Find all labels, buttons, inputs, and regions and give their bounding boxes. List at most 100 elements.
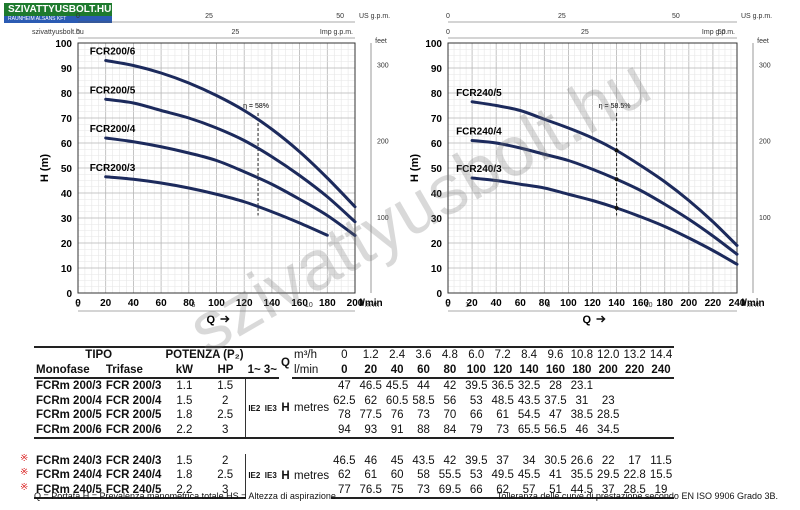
head-value: 79 — [469, 423, 483, 436]
head-value: 75 — [383, 482, 411, 499]
x-tick-label: 140 — [608, 298, 625, 309]
header-hp: HP — [205, 362, 246, 379]
top-tick-label: 0 — [446, 13, 450, 20]
metres-label: metres — [293, 402, 330, 414]
y-tick-label: 20 — [431, 239, 443, 250]
head-value: 94 — [337, 423, 351, 436]
series-mark-icon: ※ — [20, 453, 29, 464]
head-value: 42 — [443, 454, 457, 467]
head-value: 56.5 — [544, 423, 567, 436]
right-axis-unit: feet — [375, 38, 387, 45]
m3h-value: 8.4 — [515, 346, 543, 363]
x-tick-label: 220 — [705, 298, 722, 309]
head-value: 36.5 — [491, 380, 514, 393]
head-value: 30.5 — [544, 454, 567, 467]
power-hp: 2 — [221, 394, 229, 407]
head-value: 93 — [364, 423, 378, 436]
x-tick-label: 180 — [656, 298, 673, 309]
head-value — [648, 394, 674, 409]
head-value: 37 — [496, 454, 510, 467]
table-row: FCRm 200/4 FCR 200/4 1.5 2 62.5 62 60.5 58.5 56 5… — [34, 394, 674, 409]
header-lmin: l/min — [291, 362, 332, 379]
site-url: szivattyusbolt.hu — [32, 29, 84, 36]
x-tick-label: 200 — [347, 298, 364, 309]
lmin-value: 140 — [515, 362, 543, 379]
head-value: 41 — [549, 469, 562, 482]
efficiency-point — [614, 148, 619, 153]
m3h-value: 3.6 — [410, 346, 437, 363]
y-tick-label: 100 — [425, 39, 442, 50]
right-tick-label: 200 — [377, 139, 389, 146]
table-row: FCRm 240/4 FCR 240/4 1.8 2.5 62 61 60 58 55.5 53 4… — [34, 468, 674, 483]
x-tick-label: 120 — [584, 298, 601, 309]
head-value — [595, 378, 621, 394]
head-value: 28.5 — [597, 409, 620, 422]
head-value: 37.5 — [544, 394, 567, 407]
model-monofase: FCRm 200/3 — [36, 380, 102, 393]
head-value: 69.5 — [436, 482, 464, 499]
head-value: 46 — [364, 454, 378, 467]
head-value: 46.5 — [333, 454, 356, 467]
power-kw: 1.8 — [176, 469, 193, 482]
ie2-label: IE2 — [245, 453, 263, 498]
head-value — [621, 378, 647, 394]
logo-brand: SZIVATTYUSBOLT.HU — [4, 3, 112, 16]
lmin-value: 100 — [463, 362, 490, 379]
x-tick-label: 20 — [100, 298, 112, 309]
model-monofase: FCRm 200/4 — [36, 394, 102, 407]
m3h-value: 12.0 — [595, 346, 622, 363]
header-monofase: Monofase — [34, 362, 104, 379]
model-trifase: FCR 200/5 — [105, 409, 162, 422]
table-cell — [34, 437, 675, 454]
top-tick-label: 0 — [76, 13, 80, 20]
head-value — [621, 423, 647, 439]
head-value: 46.5 — [359, 380, 382, 393]
model-trifase: FCR 240/4 — [105, 469, 162, 482]
head-value: 61 — [364, 469, 378, 482]
y-tick-label: 30 — [61, 214, 73, 225]
x-tick-label: 0 — [445, 298, 451, 309]
top-tick-label: 50 — [672, 13, 680, 20]
series-label: FCR200/6 — [90, 47, 136, 58]
bottom2-tick-label: 10 — [645, 302, 653, 309]
right-tick-label: 300 — [377, 62, 389, 69]
metres-label: metres — [293, 469, 330, 482]
head-value: 78 — [337, 409, 351, 422]
ie3-label: IE3 — [264, 471, 277, 481]
lmin-value: 20 — [357, 362, 384, 379]
power-kw: 1.8 — [176, 409, 193, 422]
x-tick-label: 80 — [539, 298, 551, 309]
head-value: 73 — [410, 482, 437, 499]
head-value: 43.5 — [412, 454, 435, 467]
table-row: FCRm 200/5 FCR 200/5 1.8 2.5 78 77.5 76 73 70 66 6… — [34, 408, 674, 423]
header-potenza: POTENZA (P₂) — [163, 346, 246, 363]
top2-tick-label: 25 — [581, 29, 589, 36]
series-line — [104, 97, 357, 224]
head-value: 55.5 — [438, 469, 462, 482]
y-tick-label: 30 — [431, 214, 443, 225]
head-value: 44 — [417, 380, 430, 393]
x-tick-label: 40 — [491, 298, 503, 309]
series-line — [470, 100, 739, 247]
head-value — [648, 378, 674, 394]
y-tick-label: 80 — [431, 89, 443, 100]
power-hp: 1.5 — [217, 380, 234, 393]
head-value: 44.5 — [568, 482, 596, 499]
y-tick-label: 90 — [61, 64, 73, 75]
model-monofase: FCRm 240/4 — [36, 469, 102, 482]
lmin-value: 160 — [542, 362, 569, 379]
bottom2-tick-label: 0 — [76, 302, 80, 309]
head-value: 15.5 — [649, 469, 673, 482]
efficiency-point — [614, 177, 619, 182]
power-kw: 1.5 — [176, 394, 193, 407]
head-value — [648, 423, 674, 439]
bottom-axis2-unit: m³/h — [747, 302, 761, 309]
table-row: FCRm 240/5 FCR 240/5 2.2 3 77 76.5 75 73 69.5 66 6… — [34, 482, 675, 499]
table-row — [34, 437, 675, 454]
y-tick-label: 80 — [61, 89, 73, 100]
x-tick-label: 40 — [128, 298, 140, 309]
h-label: H — [281, 469, 290, 482]
head-value: 77.5 — [359, 409, 382, 422]
power-hp: 2 — [221, 454, 229, 467]
